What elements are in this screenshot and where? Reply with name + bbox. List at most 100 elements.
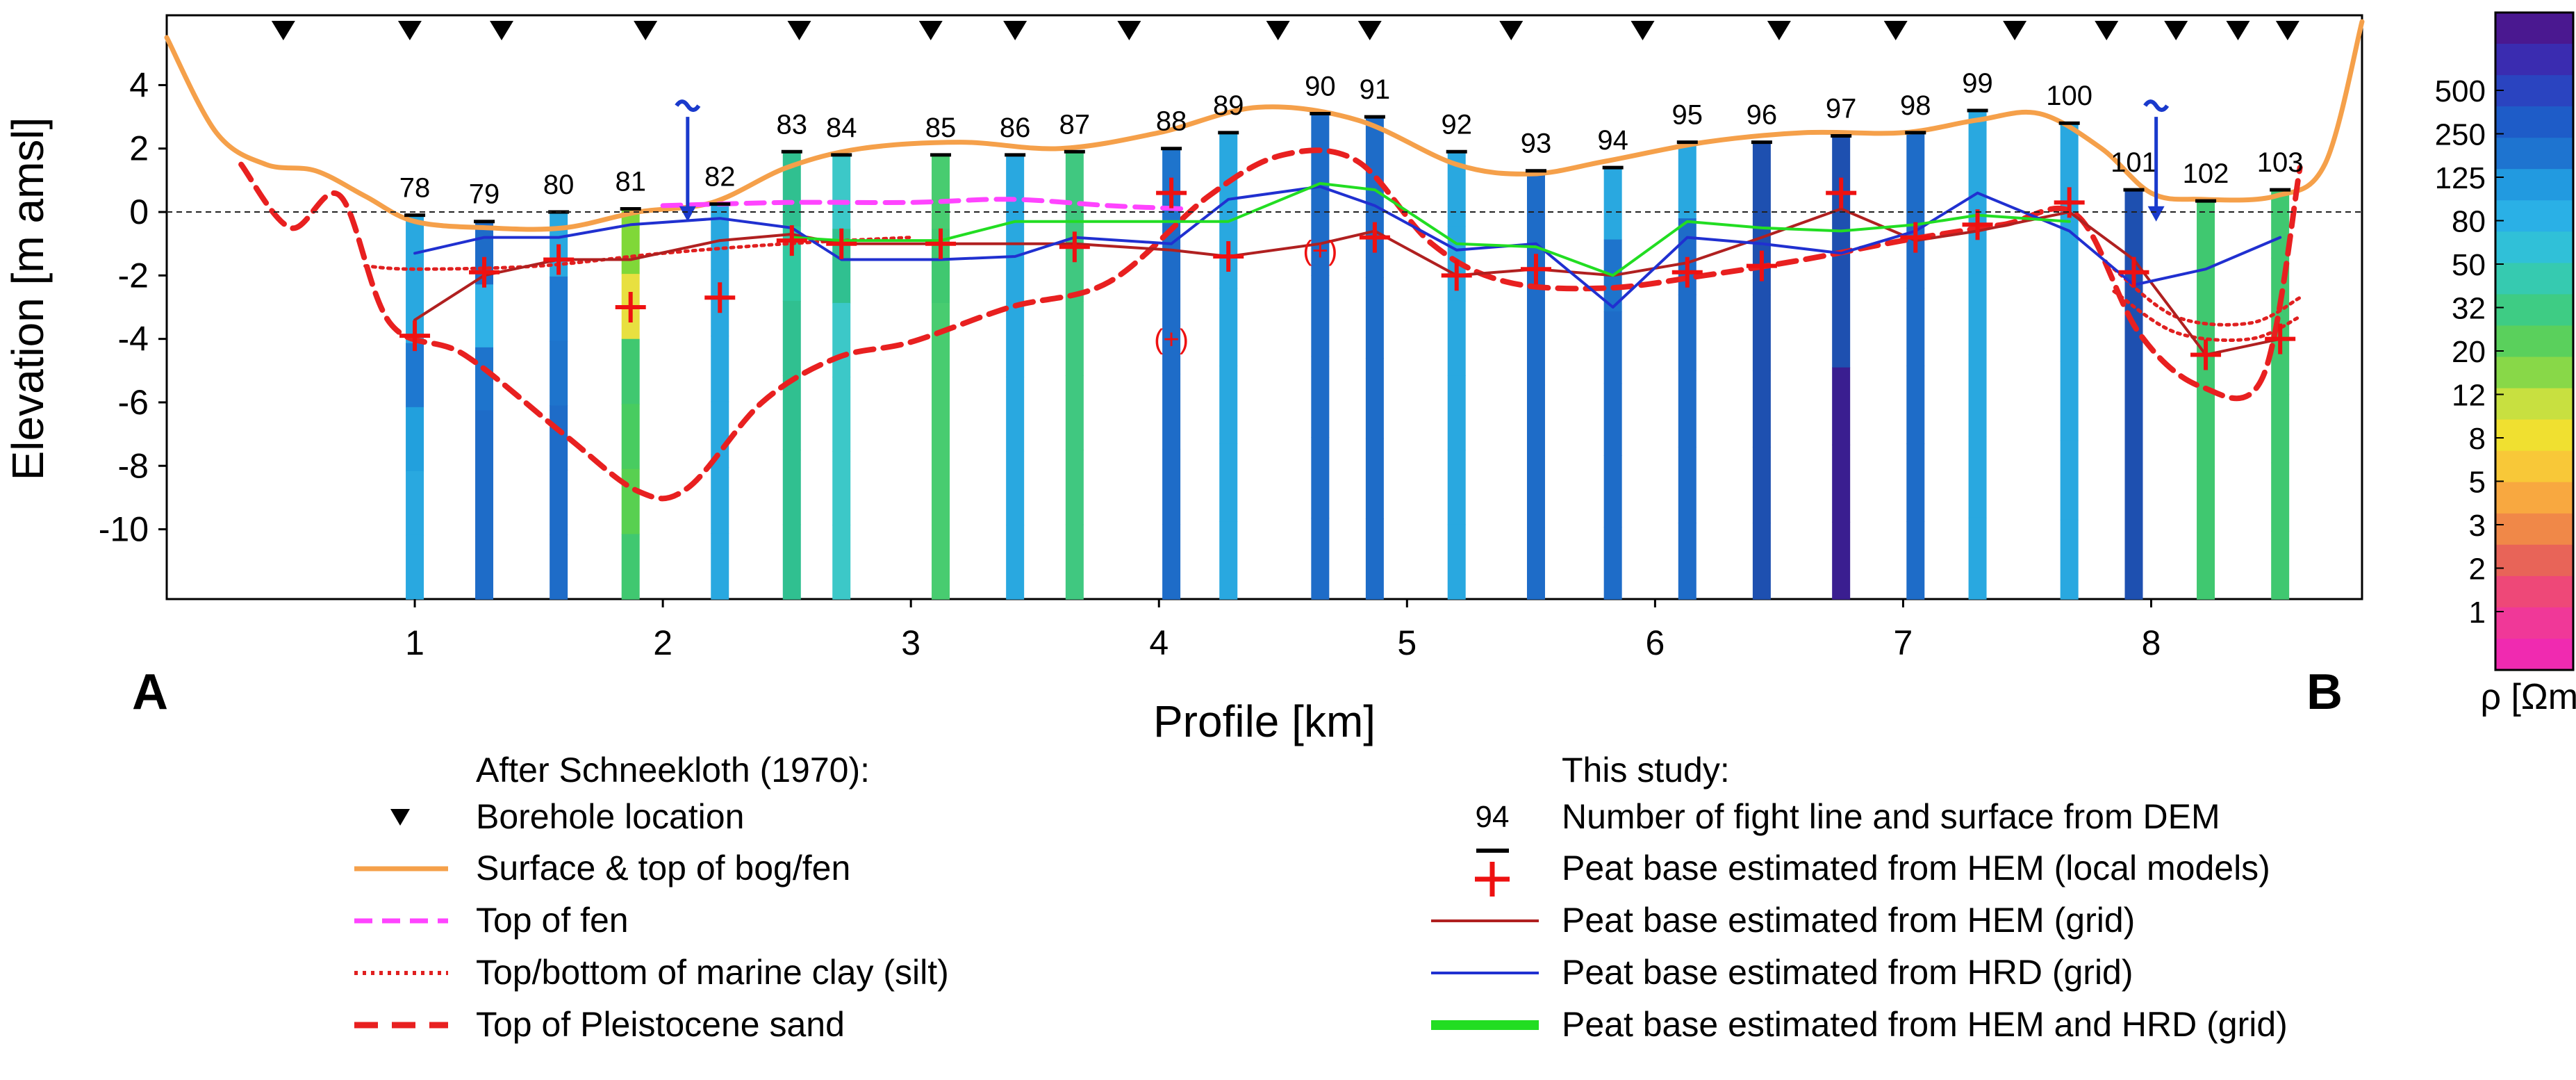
resistivity-cell-96 [1752, 370, 1771, 448]
resistivity-cell-82 [711, 467, 729, 534]
resistivity-cell-94 [1603, 167, 1622, 240]
resistivity-cell-90 [1311, 518, 1330, 600]
borehole-marker [271, 21, 295, 40]
colorbar-tick-label: 50 [2452, 248, 2486, 282]
x-tick-label: 7 [1894, 623, 1913, 662]
x-tick-label: 4 [1149, 623, 1169, 662]
colorbar-swatch [2495, 419, 2573, 452]
resistivity-cell-82 [711, 204, 729, 270]
resistivity-cell-103 [2271, 530, 2290, 600]
resistivity-cell-88 [1162, 448, 1181, 525]
resistivity-cell-99 [1968, 273, 1987, 356]
resistivity-cell-98 [1906, 132, 1925, 211]
colorbar-tick-label: 125 [2435, 161, 2486, 195]
y-axis-label: Elevation [m amsl] [3, 117, 53, 481]
colorbar-tick-label: 20 [2452, 335, 2486, 369]
resistivity-cell-91 [1365, 277, 1384, 359]
borehole-marker [397, 21, 422, 40]
x-tick-labels: 1 2 3 4 5 6 7 8 [405, 599, 2161, 662]
peat-base-cross [469, 256, 500, 288]
resistivity-cell-93 [1526, 456, 1545, 528]
legend-borehole-symbol [390, 809, 410, 826]
colorbar-frame [2494, 11, 2575, 671]
resistivity-cell-97 [1832, 521, 1851, 600]
resistivity-cell-102 [2197, 532, 2215, 600]
resistivity-cell-97 [1832, 444, 1851, 523]
colorbar-swatch [2495, 44, 2573, 76]
peat-base-cross [1900, 222, 1931, 253]
colorbar-swatch [2495, 138, 2573, 170]
resistivity-cell-97 [1832, 290, 1851, 368]
colorbar-tick-label: 80 [2452, 205, 2486, 239]
resistivity-cell-93 [1526, 527, 1545, 600]
peat-base-cross [1441, 260, 1472, 291]
resistivity-cell-86 [1006, 377, 1025, 452]
series-line-5 [238, 147, 2303, 502]
peat-base-cross [2118, 256, 2149, 288]
resistivity-cell-78 [406, 471, 424, 536]
flight-line-label-89: 89 [1213, 90, 1244, 121]
colorbar-tick-label: 250 [2435, 118, 2486, 152]
resistivity-cell-86 [1006, 451, 1025, 526]
resistivity-cell-96 [1752, 294, 1771, 371]
legend: After Schneekloth (1970): Borehole locat… [354, 751, 2288, 1044]
peat-base-cross [704, 282, 736, 313]
resistivity-cell-92 [1447, 524, 1466, 600]
resistivity-cell-98 [1906, 443, 1925, 522]
resistivity-cell-79 [475, 410, 494, 474]
peat-base-cross [1826, 177, 1857, 208]
resistivity-cell-91 [1365, 518, 1384, 600]
x-tick-label: 6 [1645, 623, 1665, 662]
legend-surface-label: Surface & top of bog/fen [476, 849, 850, 887]
y-tick-label: 0 [129, 193, 149, 231]
colorbar-swatch [2495, 75, 2573, 107]
resistivity-cell-100 [2060, 361, 2079, 441]
resistivity-cell-96 [1752, 142, 1771, 219]
peat-base-cross [615, 292, 646, 322]
colorbar-swatch [2495, 13, 2573, 44]
resistivity-cell-98 [1906, 521, 1925, 600]
borehole-marker [1499, 21, 1524, 40]
peat-base-cross [1059, 231, 1090, 263]
borehole-marker [2095, 21, 2119, 40]
flight-line-label-103: 103 [2257, 147, 2304, 178]
flight-line-label-84: 84 [826, 113, 857, 143]
resistivity-cell-101 [2124, 394, 2143, 464]
resistivity-cell-86 [1006, 154, 1025, 229]
flight-line-label-97: 97 [1826, 94, 1857, 124]
resistivity-cell-89 [1219, 443, 1238, 522]
resistivity-cell-78 [406, 343, 424, 408]
borehole-marker [2003, 21, 2027, 40]
resistivity-cell-79 [475, 347, 494, 411]
resistivity-cell-96 [1752, 523, 1771, 600]
flight-line-label-100: 100 [2046, 81, 2092, 111]
resistivity-cell-95 [1678, 523, 1696, 600]
resistivity-cell-80 [550, 470, 568, 535]
resistivity-cell-91 [1365, 358, 1384, 439]
resistivity-cell-84 [832, 154, 851, 229]
water-wave-icon [675, 99, 701, 113]
colorbar-swatch [2495, 106, 2573, 138]
colorbar-tick-label: 1 [2469, 596, 2486, 630]
borehole-marker [2226, 21, 2250, 40]
resistivity-cell-92 [1447, 450, 1466, 525]
borehole-marker [2275, 21, 2300, 40]
resistivity-cell-99 [1968, 517, 1987, 600]
resistivity-cell-87 [1065, 375, 1084, 451]
x-tick-label: 2 [653, 623, 672, 662]
resistivity-cell-85 [932, 525, 950, 600]
flight-line-label-93: 93 [1521, 129, 1552, 159]
resistivity-cell-93 [1526, 170, 1545, 243]
colorbar-swatches [2495, 13, 2573, 671]
resistivity-cell-80 [550, 534, 568, 600]
colorbar-swatch [2495, 513, 2573, 546]
resistivity-cell-83 [782, 524, 801, 600]
series-line-3 [2112, 267, 2302, 327]
flight-line-label-78: 78 [399, 173, 431, 204]
borehole-marker [1767, 21, 1791, 40]
peat-base-cross [1520, 254, 1551, 285]
flight-line-label-80: 80 [543, 170, 575, 200]
borehole-markers [271, 21, 2300, 40]
